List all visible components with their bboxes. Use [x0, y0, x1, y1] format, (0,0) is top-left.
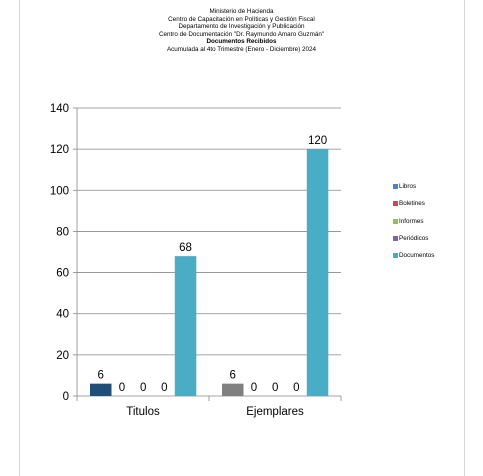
header-line-department: Departamento de Investigación y Publicac… [178, 23, 305, 31]
legend-label: Libros [399, 183, 417, 191]
y-tick-label: 80 [56, 226, 69, 238]
x-category-label: Titulos [126, 406, 160, 418]
legend-item: Boletines [393, 195, 434, 212]
chart-legend: Libros Boletines Informes Periódicos Documen… [393, 178, 434, 264]
bar-libros [90, 383, 112, 396]
y-tick-label: 0 [63, 391, 69, 403]
legend-label: Boletines [399, 200, 425, 208]
legend-label: Informes [399, 217, 424, 225]
header-line-documentation-center: Centro de Documentación "Dr. Raymundo Am… [158, 30, 325, 38]
legend-swatch [393, 218, 398, 224]
report-header: Ministerio de Hacienda Centro de Capacit… [0, 8, 483, 54]
bar-libros [222, 383, 244, 396]
data-label: 6 [230, 370, 236, 382]
y-tick-label: 100 [50, 185, 69, 197]
legend-item: Periódicos [393, 230, 434, 247]
x-category-label: Ejemplares [246, 406, 304, 418]
legend-item: Informes [393, 213, 434, 230]
legend-swatch [393, 184, 398, 190]
report-page [19, 0, 465, 476]
legend-swatch [393, 253, 398, 259]
data-label: 120 [308, 135, 327, 147]
y-tick-label: 40 [56, 309, 69, 321]
data-label: 0 [251, 382, 257, 394]
data-label: 0 [272, 382, 278, 394]
legend-swatch [393, 236, 398, 242]
bar-documentos [174, 256, 197, 396]
y-tick-label: 120 [50, 144, 69, 156]
chart-title: Documentos Recibidos [206, 38, 277, 46]
header-line-period: Acumulada al 4to Trimestre (Enero - Dici… [166, 45, 317, 53]
legend-item: Documentos [393, 247, 434, 264]
data-label: 6 [98, 370, 104, 382]
y-tick-label: 140 [50, 103, 69, 115]
legend-swatch [393, 201, 398, 207]
data-label: 68 [179, 242, 192, 254]
data-label: 0 [161, 382, 167, 394]
y-tick-label: 60 [56, 268, 69, 280]
legend-label: Documentos [399, 252, 435, 260]
data-label: 0 [140, 382, 146, 394]
data-label: 0 [119, 382, 125, 394]
y-tick-label: 20 [56, 350, 69, 362]
header-line-center: Centro de Capacitación en Políticas y Ge… [168, 15, 315, 23]
legend-label: Periódicos [399, 235, 429, 243]
legend-item: Libros [393, 178, 434, 195]
bar-documentos [306, 149, 329, 396]
data-label: 0 [293, 382, 299, 394]
header-line-ministry: Ministerio de Hacienda [209, 8, 274, 15]
